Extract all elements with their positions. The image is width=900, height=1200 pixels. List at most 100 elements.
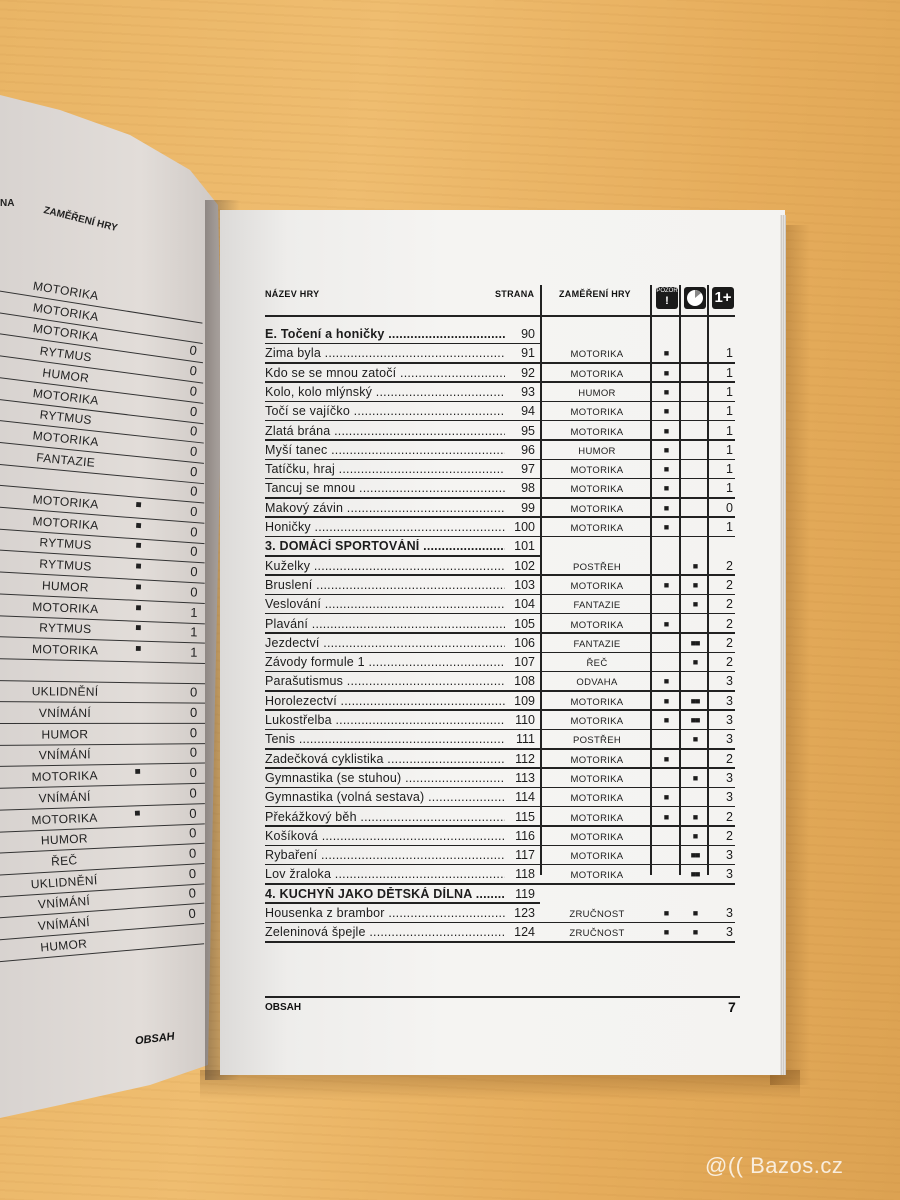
players-count: 0: [189, 483, 199, 500]
game-focus: HUMOR: [40, 831, 89, 848]
players-count: 1: [726, 520, 733, 534]
players-count: 3: [726, 925, 733, 940]
pozor-marker: ■: [135, 540, 142, 552]
header-divider: [265, 315, 735, 317]
players-count: 0: [188, 362, 198, 379]
game-focus: MOTORIKA: [570, 696, 624, 708]
players-count: 0: [189, 765, 198, 781]
players-count: 0: [188, 825, 197, 841]
footer-divider: [265, 996, 740, 998]
game-focus: HUMOR: [39, 936, 88, 955]
game-focus: MOTORIKA: [570, 870, 624, 882]
game-name: Tatíčku, hraj: [265, 462, 505, 476]
game-name: Košíková: [265, 829, 505, 843]
game-focus: MOTORIKA: [570, 831, 624, 843]
page-ref: 91: [521, 346, 535, 361]
players-count: 2: [726, 558, 733, 573]
players-count: 3: [726, 790, 733, 805]
footer-title: OBSAH: [265, 1002, 302, 1013]
left-header-focus: ZAMĚŘENÍ HRY: [42, 205, 119, 234]
pozor-marker: ■: [663, 927, 670, 938]
game-focus: MOTORIKA: [570, 793, 624, 805]
table-row: Tatíčku, hraj 97 MOTORIKA ■ 1: [265, 460, 735, 480]
game-name: Gymnastika (volná sestava): [265, 790, 505, 804]
row-divider: [265, 477, 735, 480]
page-ref: 92: [521, 365, 535, 380]
game-name: Bruslení: [265, 578, 505, 592]
table-row: Honičky 100 MOTORIKA ■ 1: [265, 518, 735, 538]
game-focus: MOTORIKA: [570, 754, 624, 766]
pozor-marker: ■: [663, 348, 670, 359]
players-count: 1: [190, 624, 198, 640]
page-ref: 117: [515, 848, 535, 863]
row-divider: [265, 902, 540, 904]
pozor-marker: ■: [663, 753, 670, 764]
game-focus: UKLIDNĚNÍ: [31, 684, 99, 700]
page-ref: 104: [514, 597, 535, 612]
pozor-marker: ■: [663, 715, 670, 725]
table-row: Zlatá brána 95 MOTORIKA ■ 1: [265, 422, 735, 441]
pozor-marker: ■: [135, 602, 142, 614]
page-ref: 113: [515, 770, 535, 785]
game-name: Překážkový běh: [265, 810, 505, 824]
players-count: 0: [189, 523, 199, 540]
page-ref: 99: [521, 500, 535, 515]
time-marker: ■■: [690, 637, 701, 648]
game-name: Plavání: [265, 617, 505, 631]
game-focus: MOTORIKA: [570, 407, 624, 419]
game-name: Tenis: [265, 732, 505, 746]
left-table-row: UKLIDNĚNÍ 0: [0, 680, 206, 704]
table-row: Veslování 104 FANTAZIE ■ 2: [265, 595, 735, 615]
game-name: Tancuj se mnou: [265, 481, 505, 495]
section-row: E. Točení a honičky 90: [265, 325, 735, 345]
players-count: 1: [190, 604, 198, 620]
table-row: Gymnastika (volná sestava) 114 MOTORIKA ■ 3: [265, 788, 735, 808]
pozor-marker: ■: [663, 676, 670, 687]
left-header-fragment: NA: [0, 198, 15, 209]
players-count: 3: [726, 906, 733, 920]
pozor-marker: ■: [134, 766, 141, 778]
players-count: 0: [188, 342, 198, 359]
right-page: NÁZEV HRY STRANA ZAMĚŘENÍ HRY POZOR ! 1+…: [220, 210, 785, 1075]
section-row: 4. KUCHYŇ JAKO DĚTSKÁ DÍLNA 119: [265, 885, 735, 904]
table-row: Zadečková cyklistika 112 MOTORIKA ■ 2: [265, 750, 735, 769]
players-count: 0: [189, 443, 199, 459]
page-ref: 114: [515, 790, 535, 805]
table-row: Tenis 111 POSTŘEH ■ 3: [265, 730, 735, 750]
time-marker: ■: [692, 560, 698, 571]
time-marker: ■: [692, 734, 698, 745]
players-count: 2: [726, 655, 733, 670]
row-divider: [265, 342, 540, 345]
pozor-marker: ■: [663, 367, 670, 378]
game-focus: MOTORIKA: [570, 716, 624, 727]
row-divider: [265, 439, 735, 441]
players-count: 2: [726, 577, 733, 592]
players-count: 0: [189, 785, 197, 801]
row-divider: [265, 786, 735, 789]
players-count: 1: [726, 462, 733, 477]
game-name: Horolezectví: [265, 694, 505, 708]
page-ref: 108: [514, 674, 535, 689]
game-name: Kdo se se mnou zatočí: [265, 366, 505, 380]
row-divider: [265, 593, 735, 596]
row-divider: [265, 805, 735, 808]
pozor-marker: ■: [135, 499, 143, 511]
row-divider: [265, 670, 735, 673]
row-divider: [265, 709, 735, 711]
players-count: 3: [726, 770, 733, 785]
row-divider: [265, 400, 735, 403]
time-marker: ■: [692, 599, 698, 610]
row-divider: [265, 748, 735, 750]
table-row: Parašutismus 108 ODVAHA ■ 3: [265, 672, 735, 692]
game-focus: MOTORIKA: [570, 773, 624, 785]
game-focus: RYTMUS: [38, 620, 92, 637]
row-divider: [265, 458, 735, 461]
players-count: 0: [188, 865, 197, 881]
row-divider: [265, 690, 735, 692]
players-count: 0: [188, 845, 197, 861]
game-name: Parašutismus: [265, 674, 505, 688]
players-count: 3: [726, 713, 733, 727]
game-focus: MOTORIKA: [31, 768, 98, 785]
page-ref: 90: [521, 327, 535, 341]
game-focus: VNÍMÁNÍ: [38, 789, 91, 806]
